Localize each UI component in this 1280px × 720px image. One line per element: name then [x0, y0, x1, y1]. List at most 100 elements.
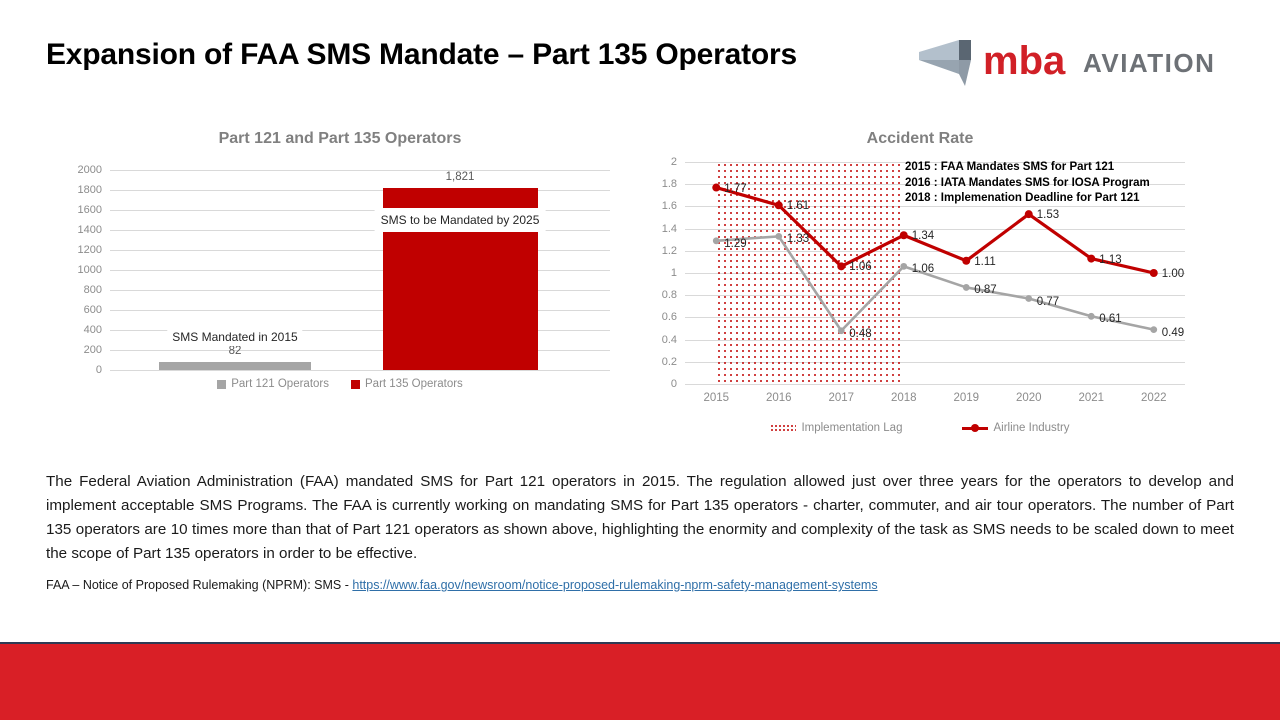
line-legend-label: Airline Industry [993, 422, 1070, 434]
series-point[interactable] [1087, 312, 1095, 320]
bar-value-label: 1,821 [445, 170, 475, 183]
series-point[interactable] [962, 284, 970, 291]
line-gridline [685, 295, 1185, 297]
bar-value-label: 82 [228, 344, 242, 357]
bar-chart-plot-area: 0 200 400 600 800 1000 1200 1400 1600 1800 2000 82 1… [78, 164, 610, 376]
line-chart-plot-area: 0 0.2 0.4 0.6 0.8 1 1.2 1.4 1.6 1.8 2 1.77 1.61 1.06 1… [662, 156, 1185, 404]
line-chart-legend: Implementation Lag Airline Industry [640, 422, 1200, 434]
bar-gridline [110, 210, 610, 211]
bar-y-axis-tick: 1800 [77, 184, 102, 196]
series-point-label: 0.49 [1161, 326, 1185, 339]
line-y-axis-tick: 0.8 [661, 289, 677, 302]
bar-y-axis-tick: 1400 [77, 224, 102, 236]
logo-brand-text: mba [983, 39, 1066, 83]
bar-gridline [110, 370, 610, 371]
line-legend-item[interactable]: Implementation Lag [770, 422, 902, 434]
line-chart-annotations: 2015 : FAA Mandates SMS for Part 121 2016… [905, 160, 1150, 207]
line-y-axis-tick: 1 [670, 267, 677, 279]
logo-svg: mba AVIATION [919, 39, 1215, 86]
line-gridline [685, 206, 1185, 208]
line-gridline [685, 162, 1185, 163]
bar-legend-item[interactable]: Part 135 Operators [351, 378, 463, 390]
bar-gridline [110, 230, 610, 231]
line-annotation-line: 2016 : IATA Mandates SMS for IOSA Progra… [905, 176, 1150, 189]
line-y-axis-tick: 0.2 [661, 355, 677, 368]
series-point[interactable] [775, 232, 783, 240]
series-point-label: 0.61 [1099, 313, 1122, 326]
legend-swatch-icon [217, 379, 227, 389]
bar-y-axis-tick: 2000 [77, 164, 102, 176]
series-point[interactable] [1149, 269, 1158, 277]
line-series-svg [712, 183, 1158, 335]
page-title: Expansion of FAA SMS Mandate – Part 135 … [46, 38, 797, 71]
logo-suffix-text: AVIATION [1083, 48, 1215, 78]
bar-callout-part-121: SMS Mandated in 2015 [167, 328, 303, 346]
bar-chart-title: Part 121 and Part 135 Operators [218, 130, 462, 147]
line-legend-label: Implementation Lag [801, 422, 903, 434]
bar-gridline [110, 330, 610, 331]
bar-y-axis-tick: 1000 [77, 264, 102, 276]
series-point-label: 1.53 [1036, 209, 1060, 222]
line-x-axis-tick: 2020 [1015, 392, 1042, 404]
body-paragraph: The Federal Aviation Administration (FAA… [46, 473, 1234, 563]
line-gridline [685, 250, 1185, 252]
bar-legend-label: Part 121 Operators [231, 378, 329, 390]
line-x-axis-tick: 2015 [703, 392, 730, 404]
line-x-axis-tick: 2016 [765, 392, 792, 404]
series-point[interactable] [900, 262, 908, 270]
series-point-label: 1.11 [974, 255, 996, 268]
series-point-label: 0.48 [849, 327, 872, 340]
series-point[interactable] [837, 327, 845, 335]
line-x-axis-tick: 2017 [828, 392, 855, 404]
line-legend-item[interactable]: Airline Industry [962, 422, 1070, 434]
series-point[interactable] [1150, 326, 1158, 334]
bar-y-axis-tick: 800 [83, 284, 102, 296]
line-y-axis-tick: 0.6 [661, 311, 677, 324]
series-point-label: 1.06 [849, 261, 872, 274]
legend-dotted-swatch-icon [770, 423, 797, 433]
bar-y-axis-tick: 0 [95, 364, 102, 376]
series-point-label: 1.13 [1099, 253, 1122, 266]
series-point[interactable] [1025, 295, 1033, 302]
series-point-label: 1.29 [724, 237, 747, 250]
line-gridline [685, 273, 1185, 274]
series-point[interactable] [1024, 210, 1033, 219]
bar-gridline [110, 290, 610, 291]
bar-legend-item[interactable]: Part 121 Operators [217, 378, 329, 390]
series-point[interactable] [899, 231, 908, 240]
line-y-axis-tick: 0 [670, 378, 677, 390]
line-annotation-line: 2018 : Implemenation Deadline for Part 1… [905, 192, 1140, 205]
logo-wing-tail-icon [919, 60, 959, 74]
line-y-axis-tick: 1.8 [661, 178, 677, 191]
series-point[interactable] [837, 262, 846, 271]
series-point-label: 1.61 [786, 200, 810, 213]
bar-y-axis-tick: 1600 [77, 204, 102, 216]
line-y-axis-tick: 1.2 [661, 244, 677, 257]
bar-y-axis-tick: 400 [83, 324, 102, 336]
line-chart-accident-rate: Accident Rate 0 0.2 0.4 0.6 0.8 1 1.2 1.4 1.6 1.8… [640, 130, 1200, 450]
line-x-axis-tick: 2022 [1140, 392, 1167, 404]
source-url-link[interactable]: https://www.faa.gov/newsroom/notice-prop… [352, 578, 878, 592]
line-annotation-line: 2015 : FAA Mandates SMS for Part 121 [905, 161, 1115, 173]
bar-y-axis-tick: 1200 [77, 244, 102, 256]
series-point[interactable] [774, 201, 783, 210]
series-point[interactable] [712, 183, 721, 192]
series-point[interactable] [712, 237, 720, 245]
series-point-label: 1.06 [911, 263, 935, 276]
series-point-label: 1.00 [1161, 268, 1185, 280]
logo-wing-upper-icon [919, 40, 959, 60]
logo-wing-lower-icon [959, 60, 971, 86]
series-point-label: 0.77 [1036, 295, 1060, 308]
series-point[interactable] [1087, 254, 1096, 263]
bar-gridline [110, 250, 610, 251]
logo-wing-mid-icon [959, 40, 971, 60]
legend-line-swatch-icon [962, 424, 989, 432]
bar-callout-part-135: SMS to be Mandated by 2025 [374, 208, 546, 232]
line-y-axis-tick: 1.4 [661, 222, 677, 235]
bar-part-121[interactable] [159, 361, 311, 370]
mba-aviation-logo: mba AVIATION [915, 30, 1235, 92]
bar-gridline [110, 350, 610, 351]
line-gridline [685, 361, 1185, 363]
series-point[interactable] [962, 256, 971, 265]
series-point-label: 1.33 [786, 233, 810, 246]
